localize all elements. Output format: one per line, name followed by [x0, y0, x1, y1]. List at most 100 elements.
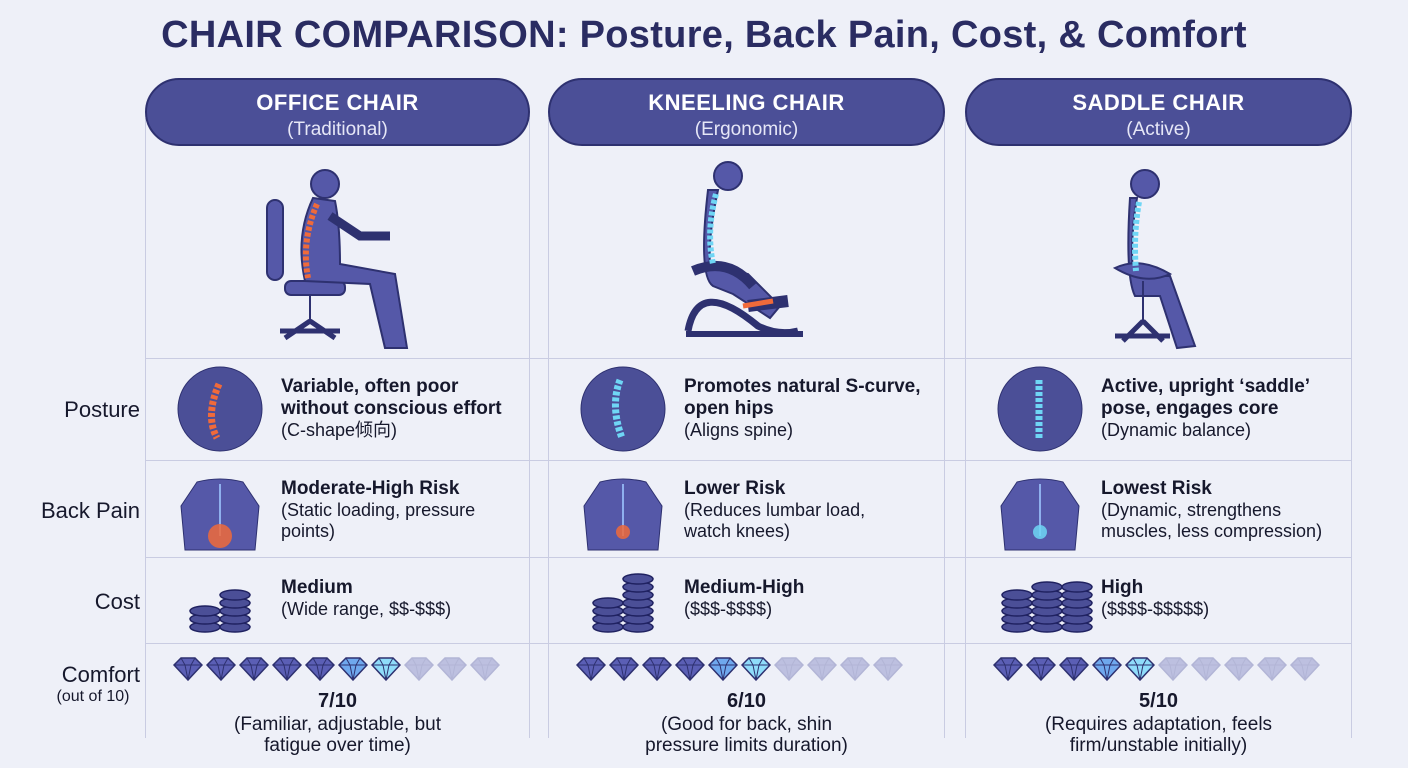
- pain-note: (Reduces lumbar load, watch knees): [684, 500, 866, 541]
- pain-note: (Dynamic, strengthens muscles, less comp…: [1101, 500, 1323, 541]
- comfort-score: 5/10: [1139, 690, 1178, 712]
- chair-type: (Traditional): [287, 119, 388, 140]
- divider: [145, 643, 1352, 644]
- diamond-filled-icon: [304, 657, 336, 686]
- posture-cell: Active, upright ‘saddle’ pose, engages c…: [965, 358, 1352, 460]
- comfort-score: 6/10: [727, 690, 766, 712]
- diamond-empty-icon: [403, 657, 435, 686]
- diamond-filled-icon: [575, 657, 607, 686]
- page-title: CHAIR COMPARISON: Posture, Back Pain, Co…: [161, 14, 1247, 56]
- diamond-filled-icon: [172, 657, 204, 686]
- comfort-cell: 5/10 (Requires adaptation, feels firm/uns…: [965, 643, 1352, 756]
- comfort-cell: 6/10 (Good for back, shin pressure limits…: [548, 643, 945, 756]
- comfort-cell: 7/10 (Familiar, adjustable, but fatigue o…: [145, 643, 530, 756]
- comfort-note: (Good for back, shin pressure limits dur…: [645, 714, 848, 756]
- chair-figure-illustration: [548, 156, 945, 356]
- chair-column-kneeling-chair: KNEELING CHAIR (Ergonomic) Promotes natu…: [548, 78, 945, 756]
- row-label-back-pain: Back Pain: [40, 498, 140, 523]
- diamond-empty-icon: [469, 657, 501, 686]
- comfort-label: Comfort: [61, 662, 140, 687]
- back-pain-cell: Moderate-High Risk (Static loading, press…: [145, 460, 530, 557]
- diamond-filled-icon: [641, 657, 673, 686]
- posture-cell: Promotes natural S-curve, open hips (Alig…: [548, 358, 945, 460]
- pain-main: Moderate-High Risk: [281, 478, 460, 499]
- chair-figure-illustration: [965, 156, 1352, 356]
- cost-note: (Wide range, $$-$$$): [281, 599, 452, 619]
- back-pain-cell: Lower Risk (Reduces lumbar load, watch kn…: [548, 460, 945, 557]
- diamond-filled-icon: [1091, 657, 1123, 686]
- diamond-filled-icon: [271, 657, 303, 686]
- divider: [145, 460, 1352, 461]
- diamond-filled-icon: [608, 657, 640, 686]
- pain-note: (Static loading, pressure points): [281, 500, 476, 541]
- diamond-filled-icon: [1025, 657, 1057, 686]
- posture-cell: Variable, often poor without conscious e…: [145, 358, 530, 460]
- cost-note: ($$$$-$$$$$): [1101, 599, 1210, 619]
- back-torso-icon: [177, 476, 263, 557]
- chair-figure-illustration: [145, 156, 530, 356]
- diamond-filled-icon: [674, 657, 706, 686]
- chair-type: (Active): [1126, 119, 1191, 140]
- diamond-empty-icon: [1256, 657, 1288, 686]
- cost-cell: Medium (Wide range, $$-$$$): [145, 557, 530, 643]
- row-label-posture: Posture: [64, 397, 140, 422]
- comfort-rating: [992, 657, 1321, 686]
- diamond-filled-icon: [1124, 657, 1156, 686]
- comfort-rating: [172, 657, 501, 686]
- column-frame: [145, 118, 530, 738]
- back-pain-cell: Lowest Risk (Dynamic, strengthens muscles…: [965, 460, 1352, 557]
- diamond-empty-icon: [1190, 657, 1222, 686]
- cost-main: Medium: [281, 577, 353, 598]
- chair-name: KNEELING CHAIR: [648, 90, 845, 115]
- chair-header: OFFICE CHAIR (Traditional): [145, 78, 530, 146]
- comfort-rating: [575, 657, 904, 686]
- chair-type: (Ergonomic): [694, 119, 799, 140]
- coins-icon: [997, 569, 1097, 640]
- spine-icon: [580, 366, 666, 457]
- chair-header: KNEELING CHAIR (Ergonomic): [548, 78, 945, 146]
- posture-note: (Dynamic balance): [1101, 420, 1252, 440]
- diamond-empty-icon: [1223, 657, 1255, 686]
- pain-main: Lower Risk: [684, 478, 786, 499]
- cost-main: High: [1101, 577, 1144, 598]
- row-label-comfort: Comfort (out of 10): [20, 662, 140, 706]
- comfort-score: 7/10: [318, 690, 357, 712]
- diamond-filled-icon: [740, 657, 772, 686]
- diamond-filled-icon: [370, 657, 402, 686]
- coins-icon: [580, 569, 680, 640]
- row-label-cost: Cost: [94, 589, 140, 614]
- chair-name: OFFICE CHAIR: [256, 90, 419, 115]
- diamond-filled-icon: [205, 657, 237, 686]
- column-frame: [965, 118, 1352, 738]
- chair-column-office-chair: OFFICE CHAIR (Traditional) Variable, oft…: [145, 78, 530, 756]
- divider: [145, 358, 1352, 359]
- diamond-filled-icon: [992, 657, 1024, 686]
- posture-note: (Aligns spine): [684, 420, 794, 440]
- diamond-empty-icon: [436, 657, 468, 686]
- diamond-filled-icon: [337, 657, 369, 686]
- back-torso-icon: [580, 476, 666, 557]
- posture-main: Active, upright ‘saddle’ pose, engages c…: [1101, 376, 1309, 419]
- column-frame: [548, 118, 945, 738]
- diamond-filled-icon: [1058, 657, 1090, 686]
- pain-main: Lowest Risk: [1101, 478, 1212, 499]
- posture-main: Variable, often poor without conscious e…: [281, 376, 502, 419]
- chair-header: SADDLE CHAIR (Active): [965, 78, 1352, 146]
- cost-note: ($$$-$$$$): [684, 599, 773, 619]
- posture-main: Promotes natural S-curve, open hips: [684, 376, 921, 419]
- spine-icon: [997, 366, 1083, 457]
- divider: [145, 557, 1352, 558]
- diamond-empty-icon: [773, 657, 805, 686]
- cost-cell: High ($$$$-$$$$$): [965, 557, 1352, 643]
- spine-icon: [177, 366, 263, 457]
- comfort-sublabel: (out of 10): [56, 688, 130, 705]
- coins-icon: [177, 569, 277, 640]
- comfort-note: (Familiar, adjustable, but fatigue over …: [234, 714, 441, 756]
- comfort-note: (Requires adaptation, feels firm/unstabl…: [1044, 714, 1273, 756]
- diamond-empty-icon: [806, 657, 838, 686]
- chair-column-saddle-chair: SADDLE CHAIR (Active) Active, upright ‘s…: [965, 78, 1352, 756]
- diamond-empty-icon: [1289, 657, 1321, 686]
- diamond-empty-icon: [872, 657, 904, 686]
- diamond-filled-icon: [707, 657, 739, 686]
- diamond-empty-icon: [1157, 657, 1189, 686]
